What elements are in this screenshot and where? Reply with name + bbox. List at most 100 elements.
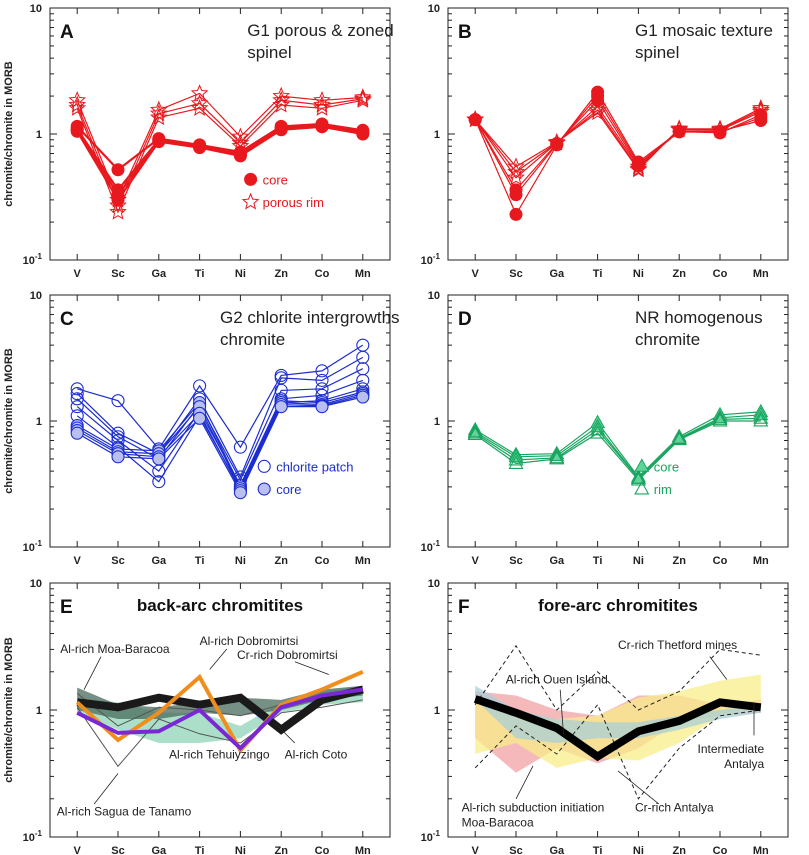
annotation-leader	[274, 722, 296, 744]
data-point	[507, 162, 525, 180]
series-line	[76, 393, 363, 491]
x-tick-label: Mn	[753, 555, 769, 567]
data-point	[356, 350, 370, 364]
legend-label: rim	[654, 482, 672, 497]
x-tick-label: Mn	[753, 268, 769, 280]
data-point	[467, 425, 483, 439]
annotation-leader	[294, 661, 329, 675]
data-point	[68, 95, 87, 113]
panel-title: chromite	[635, 330, 700, 349]
data-point	[231, 127, 250, 145]
data-point	[630, 471, 646, 486]
legend-label: chlorite patch	[276, 459, 353, 474]
data-point	[315, 120, 329, 134]
panel-title: NR homogenous	[635, 308, 763, 327]
data-point	[629, 157, 648, 175]
data-point	[111, 163, 125, 177]
x-tick-label: Sc	[509, 845, 522, 855]
series-line	[473, 695, 762, 762]
x-tick-label: Ga	[151, 845, 167, 855]
y-tick-label: 10-1	[421, 252, 441, 267]
series-line	[76, 368, 364, 482]
panel-letter: E	[60, 597, 73, 618]
legend-label: core	[263, 172, 288, 187]
data-point	[353, 88, 372, 105]
data-point	[193, 411, 207, 425]
plot-frame	[49, 7, 391, 261]
x-tick-label: Ga	[549, 845, 565, 855]
x-tick-label: Sc	[509, 555, 522, 567]
y-axis-label: chromite/chromite in MORB	[3, 61, 15, 207]
y-tick-label: 10-1	[421, 539, 441, 554]
data-point	[467, 426, 483, 441]
x-tick-label: Zn	[274, 555, 288, 567]
x-tick-label: Ti	[593, 555, 603, 567]
data-point	[353, 89, 372, 107]
x-tick-label: Zn	[672, 555, 686, 567]
data-point	[313, 98, 331, 116]
x-tick-label: V	[74, 268, 82, 280]
y-tick-label-exponent: -1	[35, 539, 43, 548]
y-tick-label-exponent: -1	[433, 252, 441, 261]
x-tick-label: Sc	[111, 845, 124, 855]
x-tick-label: V	[472, 268, 480, 280]
series-line	[76, 391, 363, 489]
panel-title: G2 chlorite intergrowths	[220, 308, 400, 327]
series-line	[76, 396, 363, 494]
y-tick-label: 10	[30, 290, 42, 302]
data-point	[68, 90, 87, 108]
x-tick-label: Ga	[151, 268, 167, 280]
y-tick-label: 1	[36, 705, 42, 717]
panel-B: 10 1 10-1 V Sc Ga Ti Ni Zn Co Mn B G1 mosaic texture…	[421, 3, 789, 280]
data-point	[149, 108, 168, 126]
legend-marker	[244, 172, 258, 186]
data-point	[509, 207, 523, 221]
annotation-leader	[209, 648, 228, 670]
panel-E: 10 1 10-1 V Sc Ga Ti Ni Zn Co Mn E back-arc chromiti…	[23, 578, 391, 855]
data-point	[111, 426, 125, 440]
y-tick-label: 10	[30, 3, 42, 15]
y-tick-label-exponent: -1	[35, 252, 43, 261]
panel-title: back-arc chromitites	[137, 596, 303, 615]
data-point	[70, 124, 84, 138]
panel-letter: C	[60, 309, 74, 330]
data-point	[149, 104, 168, 122]
x-tick-label: Ti	[593, 845, 603, 855]
y-tick-label: 1	[434, 129, 440, 141]
legend-label: core	[276, 482, 301, 497]
series-line	[76, 356, 364, 479]
data-point	[547, 133, 566, 151]
data-point	[70, 392, 84, 406]
data-point	[588, 97, 607, 115]
series-line	[76, 98, 363, 208]
x-tick-label: Ni	[235, 268, 246, 280]
data-point	[712, 412, 728, 427]
x-tick-label: Zn	[274, 268, 288, 280]
x-tick-label: V	[472, 555, 480, 567]
annotation-leader	[515, 765, 534, 800]
annotation-label: Antalya	[724, 757, 764, 771]
x-tick-label: Ni	[235, 555, 246, 567]
data-point	[547, 133, 566, 150]
data-point	[274, 400, 288, 414]
y-axis-label: chromite/chromite in MORB	[3, 348, 15, 494]
y-tick-label: 10-1	[23, 539, 43, 554]
x-tick-label: Co	[713, 845, 728, 855]
data-point	[670, 120, 689, 138]
series-line	[474, 99, 762, 191]
data-point	[272, 95, 291, 113]
envelope-lower	[474, 703, 761, 800]
series-line	[76, 394, 363, 493]
annotation-label: Cr-rich Thetford mines	[618, 638, 737, 652]
data-point	[111, 394, 125, 408]
data-point	[272, 90, 291, 108]
annotation-label: Al-rich Sagua de Tanamo	[57, 804, 192, 818]
data-point	[753, 412, 769, 427]
x-tick-label: Co	[315, 268, 330, 280]
series-line	[474, 411, 761, 478]
panel-title: chromite	[220, 330, 285, 349]
data-point	[753, 410, 769, 424]
annotation-label: Al-rich Coto	[285, 747, 348, 761]
data-point	[190, 94, 209, 111]
annotation-leader	[617, 770, 660, 805]
